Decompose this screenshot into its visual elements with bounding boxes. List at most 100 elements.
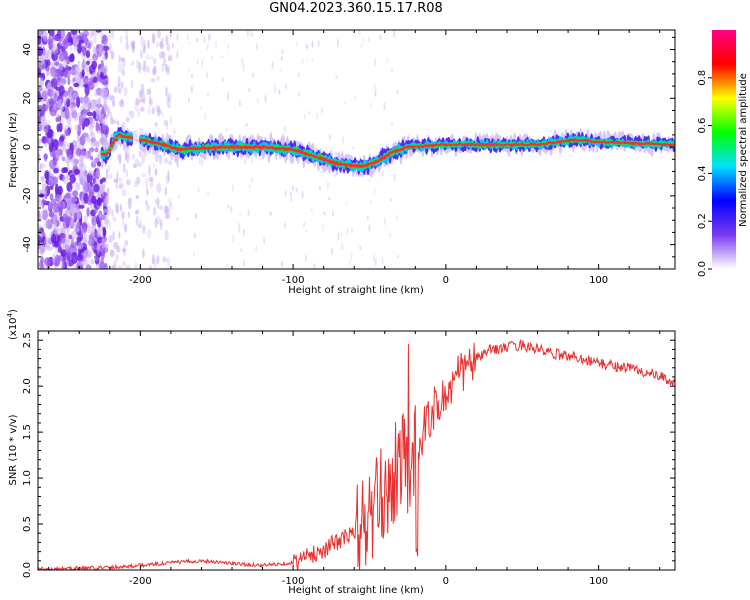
spectrogram-noise-blob: [46, 128, 54, 139]
spectrogram-ridge-cell: [113, 138, 117, 142]
spectrogram-noise-blob: [105, 119, 108, 130]
spectrogram-noise-blob: [125, 264, 129, 269]
snr-panel: -200 -100 0 100 0.0 0.5 1.0 1.5 2.0 2.5 Height o…: [6, 309, 676, 596]
spectrogram-noise-blob: [100, 65, 105, 74]
spectrogram-noise-blob: [368, 178, 371, 183]
spectrogram-noise-blob: [154, 122, 158, 127]
spectrogram-noise-blob: [283, 125, 286, 133]
spectrogram-noise-blob: [82, 112, 87, 119]
spectrogram-noise-blob: [57, 246, 62, 253]
spectrogram-noise-blob: [77, 60, 81, 67]
spectrogram-noise-blob: [43, 119, 51, 127]
spectrogram-noise-blob: [70, 237, 75, 250]
spectrogram-noise-blob: [289, 191, 292, 198]
spectrogram-noise-blob: [79, 97, 85, 104]
spectrogram-noise-blob: [40, 114, 46, 122]
spectrogram-noise-blob: [112, 100, 116, 108]
spectrogram-noise-blob: [250, 30, 253, 38]
spectrogram-noise-blob: [149, 98, 153, 106]
spectrogram-noise-blob: [71, 90, 79, 100]
colorbar-tick-label: 0.4: [697, 165, 708, 181]
spectrogram-noise-blob: [311, 58, 314, 62]
spectrogram-noise-blob: [66, 201, 72, 208]
spectrogram-noise-blob: [80, 259, 86, 267]
spectrogram-noise-blob: [90, 258, 95, 265]
spectrogram-noise-blob: [118, 231, 121, 240]
y-tick-label: 0.0: [22, 562, 33, 578]
spectrogram-noise-blob: [341, 242, 344, 251]
spectrogram-noise-blob: [66, 42, 72, 47]
spectrogram-noise-blob: [281, 49, 284, 55]
spectrogram-noise-blob: [301, 57, 304, 66]
spectrogram-noise-blob: [69, 46, 73, 52]
spectrogram-noise-blob: [148, 165, 151, 177]
spectrogram-noise-blob: [165, 175, 170, 185]
spectrogram-noise-blob: [117, 62, 123, 74]
spectrogram-noise-blob: [129, 110, 135, 119]
spectrogram-noise-blob: [116, 121, 120, 126]
spectrogram-noise-blob: [222, 76, 224, 83]
spectrogram-noise-blob: [91, 60, 97, 70]
spectrogram-noise-blob: [305, 229, 307, 233]
spectrogram-noise-blob: [176, 52, 179, 59]
spectrogram-noise-blob: [66, 156, 70, 166]
snr-x-ticks: -200 -100 0 100: [48, 331, 661, 587]
spectrogram-noise-blob: [96, 170, 100, 177]
spectrogram-noise-blob: [77, 124, 82, 136]
spectrogram-noise-blob: [53, 92, 58, 104]
spectrogram-noise-blob: [146, 88, 152, 96]
spectrogram-noise-blob: [237, 221, 240, 226]
spectrogram-noise-blob: [89, 99, 97, 105]
spectrogram-noise-blob: [227, 204, 230, 209]
spectrogram-noise-blob: [86, 265, 91, 269]
spectrogram-noise-blob: [110, 50, 115, 60]
spectrogram-noise-blob: [166, 256, 170, 268]
spectrogram-noise-blob: [274, 84, 277, 94]
spectrogram-noise-blob: [352, 146, 355, 151]
spectrogram-noise-blob: [59, 135, 65, 142]
spectrogram-noise-blob: [87, 170, 94, 176]
spectrogram-noise-blob: [47, 88, 54, 97]
spectrogram-noise-blob: [172, 43, 174, 49]
spectrogram-noise-blob: [215, 41, 218, 49]
spectrogram-noise-blob: [123, 162, 126, 173]
spectrogram-noise-blob: [81, 221, 88, 230]
spectrogram-noise-blob: [64, 197, 72, 203]
spectrogram-noise-blob: [191, 74, 193, 78]
spectrogram-noise-blob: [97, 197, 102, 206]
spectrogram-noise-blob: [196, 58, 199, 66]
spectrogram-noise-blob: [157, 109, 162, 114]
y-tick-label: -20: [22, 188, 33, 204]
y-tick-label: 0.5: [22, 516, 33, 532]
spectrogram-noise-blob: [159, 155, 163, 165]
spectrogram-noise-blob: [89, 131, 94, 138]
spectrogram-noise-blob: [103, 93, 108, 101]
spectrogram-noise-blob: [58, 64, 64, 71]
spectrogram-noise-blob: [206, 43, 209, 51]
spectrogram-noise-blob: [39, 43, 46, 48]
spectrogram-noise-blob: [358, 30, 361, 36]
spectrogram-noise-blob: [42, 30, 48, 39]
spectrogram-noise-blob: [49, 97, 54, 109]
spectrogram-noise-blob: [201, 59, 204, 68]
spectrogram-noise-blob: [205, 71, 208, 80]
spectrogram-noise-blob: [44, 257, 51, 266]
spectrogram-noise-blob: [351, 227, 354, 234]
spectrogram-noise-blob: [306, 58, 309, 63]
spectrogram-noise-blob: [83, 117, 90, 127]
spectrogram-noise-blob: [204, 112, 207, 122]
spectrogram-noise-blob: [173, 129, 176, 134]
spectrogram-noise-blob: [303, 114, 306, 120]
spectrogram-noise-blob: [97, 97, 102, 104]
spectrogram-noise-blob: [84, 96, 91, 105]
spectrogram-noise-blob: [304, 254, 307, 263]
spectrogram-noise-blob: [54, 254, 61, 267]
spectrogram-noise-blob: [39, 163, 47, 169]
spectrogram-noise-blob: [205, 155, 208, 160]
spectrogram-noise-blob: [319, 186, 321, 191]
spectrogram-noise-blob: [65, 64, 69, 76]
spectrogram-image: [38, 30, 675, 269]
spectrogram-noise-blob: [176, 162, 179, 169]
spectrogram-noise-blob: [390, 121, 393, 125]
spectrogram-noise-blob: [279, 68, 282, 74]
